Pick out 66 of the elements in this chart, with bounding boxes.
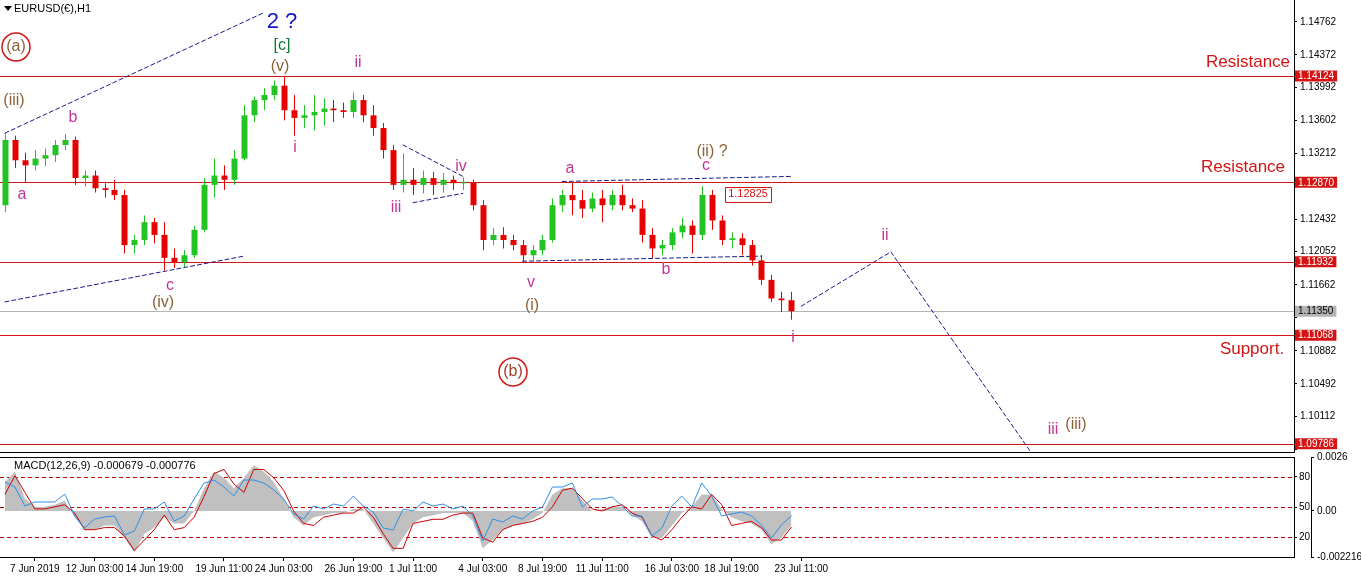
annotation: b xyxy=(68,108,78,126)
annotation: iii xyxy=(1047,420,1059,438)
y-tick-label: 1.11662 xyxy=(1300,278,1336,290)
x-tick-label: 8 Jul 19:00 xyxy=(518,562,568,574)
annotation: (iv) xyxy=(151,293,175,311)
x-tick-label: 12 Jun 03:00 xyxy=(65,562,124,574)
y-tick-label: 0.00 xyxy=(1317,504,1337,516)
y-tick-label: 1.14762 xyxy=(1300,15,1337,27)
y-tick-label: -0.002216 xyxy=(1317,550,1361,562)
y-tick-label: 1.12052 xyxy=(1300,245,1337,257)
x-tick-label: 4 Jul 03:00 xyxy=(458,562,508,574)
annotation: iv xyxy=(455,157,467,175)
x-tick-label: 16 Jul 03:00 xyxy=(644,562,700,574)
annotation: a xyxy=(565,159,575,177)
ref-line-label: 1.11350 xyxy=(1298,305,1334,317)
y-tick-label: 1.10112 xyxy=(1300,409,1336,421)
ref-line-label: 1.14124 xyxy=(1298,70,1335,82)
y-tick-label: 1.13602 xyxy=(1300,114,1337,125)
annotation: Support. xyxy=(1219,338,1285,358)
x-tick-label: 7 Jun 2019 xyxy=(10,562,61,574)
annotation: ii xyxy=(354,53,362,71)
x-tick-label: 14 Jun 19:00 xyxy=(125,562,184,574)
annotation: iii xyxy=(390,198,402,216)
ref-line-label: 1.12870 xyxy=(1298,176,1335,188)
candlestick xyxy=(102,182,109,199)
annotation: (i) xyxy=(524,296,540,314)
annotation: Resistance xyxy=(1200,156,1286,176)
x-tick-label: 19 Jun 11:00 xyxy=(195,562,253,574)
annotation: ii xyxy=(881,226,889,244)
annotation: i xyxy=(791,328,795,346)
y2-tick-label: 50 xyxy=(1299,500,1311,512)
annotation: v xyxy=(527,273,535,291)
annotation: 2 ? xyxy=(266,8,298,34)
x-tick-label: 18 Jul 19:00 xyxy=(704,562,760,574)
annotation: c xyxy=(166,276,174,294)
annotation: (v) xyxy=(270,57,290,75)
annotation: b xyxy=(661,260,671,278)
y-tick-label: 1.10882 xyxy=(1300,344,1337,356)
ref-line-label: 1.09786 xyxy=(1298,438,1335,450)
annotation: (iii) xyxy=(3,91,25,109)
y-tick-label: 0.0026 xyxy=(1317,450,1349,462)
x-tick-label: 1 Jul 11:00 xyxy=(388,562,438,574)
candlestick xyxy=(589,192,596,213)
x-tick-label: 23 Jul 11:00 xyxy=(774,562,829,574)
y-tick-label: 1.14372 xyxy=(1300,48,1337,60)
x-tick-label: 26 Jun 19:00 xyxy=(324,562,383,574)
annotation: (iii) xyxy=(1065,415,1087,433)
annotation: i xyxy=(293,138,297,156)
annotation: (a) xyxy=(6,37,26,55)
annotation: Resistance xyxy=(1205,51,1291,71)
chart-title: EURUSD(€),H1 xyxy=(14,2,92,15)
y-tick-label: 1.13212 xyxy=(1300,147,1337,159)
y-tick-label: 1.10492 xyxy=(1300,377,1337,389)
y2-tick-label: 80 xyxy=(1299,470,1311,482)
y-tick-label: 1.13992 xyxy=(1300,80,1337,92)
y2-tick-label: 20 xyxy=(1299,530,1311,542)
ref-line-label: 1.11932 xyxy=(1298,256,1334,268)
x-tick-label: 24 Jun 03:00 xyxy=(254,562,314,574)
annotation: 1.12825 xyxy=(728,187,768,200)
annotation: [c] xyxy=(273,36,291,54)
annotation: (b) xyxy=(503,362,523,380)
y-tick-label: 1.12432 xyxy=(1300,213,1337,225)
x-tick-label: 11 Jul 11:00 xyxy=(575,562,630,574)
annotation: a xyxy=(17,185,27,203)
candlestick xyxy=(301,104,308,129)
ref-line-label: 1.11068 xyxy=(1298,329,1334,341)
